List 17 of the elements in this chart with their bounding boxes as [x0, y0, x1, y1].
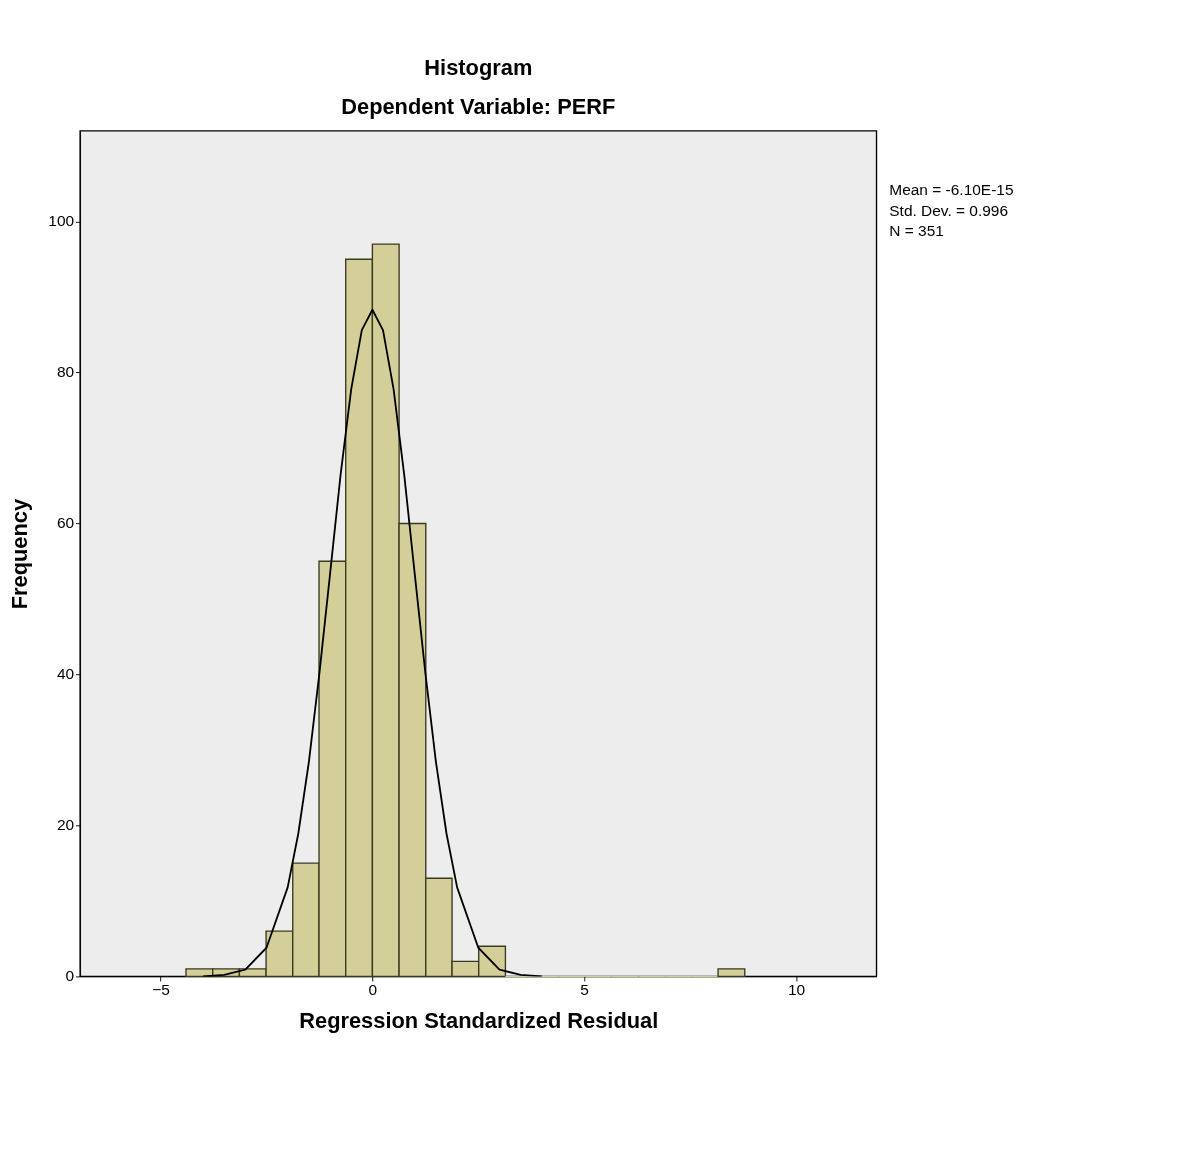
x-axis-title: Regression Standardized Residual: [299, 1007, 659, 1033]
chart-subtitle: Dependent Variable: PERF: [341, 93, 616, 119]
y-tick-label: 40: [56, 665, 75, 683]
x-tick-label: 5: [580, 981, 589, 999]
y-tick-label: 60: [56, 514, 75, 532]
x-tick-label: 0: [368, 981, 378, 999]
x-tick-label: −5: [152, 981, 170, 999]
y-tick-label: 80: [56, 363, 75, 381]
y-tick-label: 100: [48, 212, 75, 230]
text: Mean = -6.10E-15: [889, 181, 1014, 199]
y-axis-title: Frequency: [7, 498, 33, 610]
y-tick-label: 0: [65, 967, 75, 985]
chart-title: Histogram: [424, 55, 533, 81]
y-tick-label: 20: [56, 816, 75, 834]
text: N = 351: [889, 221, 944, 239]
x-tick-label: 10: [787, 981, 806, 999]
text: Std. Dev. = 0.996: [889, 201, 1009, 219]
